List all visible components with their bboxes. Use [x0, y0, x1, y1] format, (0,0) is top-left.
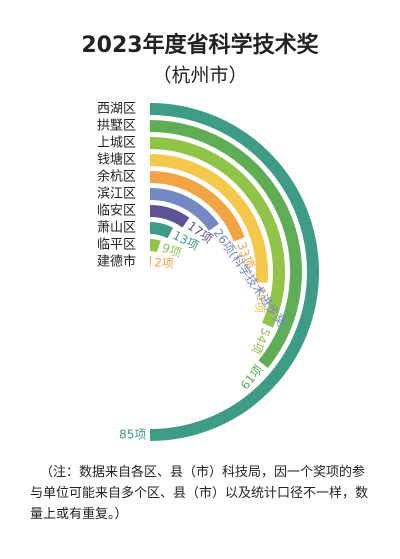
category-label: 建德市 — [97, 254, 136, 270]
chart-subtitle: （杭州市） — [152, 65, 247, 87]
value-label: 2项 — [154, 255, 175, 270]
arc-bar — [149, 205, 190, 228]
category-label: 滨江区 — [97, 186, 136, 202]
arc-bar — [149, 222, 174, 239]
note: （注：数据来自各区、县（市）科技局，因一个奖项的参与单位可能来自多个区、县（市）… — [30, 465, 369, 522]
arc-bar — [149, 154, 268, 283]
arc-bar — [149, 103, 319, 441]
category-label: 钱塘区 — [97, 152, 136, 168]
chart-title: 2023年度省科学技术奖 — [81, 32, 319, 58]
value-label: 9项 — [160, 241, 183, 261]
arc-bar — [149, 120, 302, 369]
category-label: 西湖区 — [97, 102, 136, 117]
category-label: 上城区 — [97, 136, 136, 151]
category-label: 拱墅区 — [97, 119, 136, 134]
arc-bar — [149, 188, 219, 231]
category-label: 临安区 — [97, 204, 136, 219]
arc-bar — [149, 137, 285, 328]
value-label: 85项 — [119, 427, 146, 441]
arc-bar — [149, 171, 245, 242]
value-label: 45项 — [252, 285, 268, 313]
category-label: 萧山区 — [97, 221, 136, 236]
category-label: 余杭区 — [97, 169, 136, 185]
category-label: 临平区 — [97, 238, 136, 253]
arc-bar — [149, 239, 161, 253]
